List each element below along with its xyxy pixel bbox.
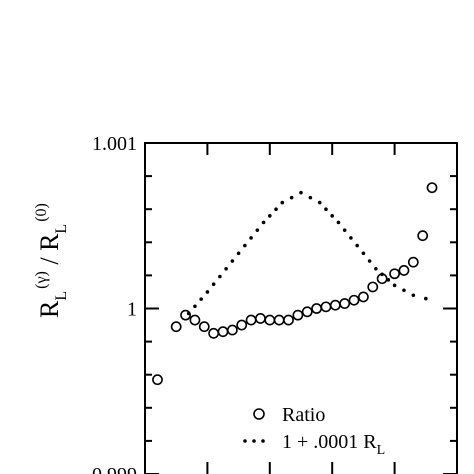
dotted-curve-dot [236, 251, 241, 256]
ratio-point [283, 314, 294, 326]
y-tick-label: 1.001 [92, 133, 137, 155]
y-axis-label-sup1: (γ) [33, 271, 50, 289]
ratio-point [407, 256, 419, 268]
legend-label-dots: 1 + .0001 R [282, 431, 377, 453]
ratio-point [398, 265, 410, 276]
dotted-curve-dot [330, 214, 335, 218]
dotted-curve-dot [392, 283, 397, 288]
dotted-curve-dot [402, 288, 406, 293]
series-layer [152, 182, 438, 386]
dotted-curve-dot [249, 236, 253, 240]
y-axis-label-main2: R [35, 233, 64, 251]
ratio-point [255, 313, 266, 324]
dotted-curve-dot [255, 228, 260, 232]
ratio-point [426, 182, 438, 194]
y-axis-label-main1: R [35, 300, 64, 318]
dotted-curve-dot [230, 259, 235, 263]
ratio-point [329, 299, 341, 311]
dotted-curve-dot [342, 228, 347, 232]
dotted-curve-dot [218, 274, 222, 279]
ratio-point [301, 306, 313, 318]
ratio-point [217, 326, 229, 338]
dotted-curve-dot [336, 220, 341, 225]
ratio-point [389, 268, 400, 280]
ratio-point [292, 309, 304, 321]
dotted-curve-dot [349, 236, 353, 240]
dotted-curve-dot [261, 220, 266, 225]
ratio-point [198, 321, 210, 333]
dotted-curve-dot [280, 200, 285, 205]
y-tick-label: 0.999 [92, 464, 137, 474]
dotted-curve-dot [299, 190, 303, 195]
ratio-point [311, 303, 322, 314]
ratio-point [245, 314, 257, 326]
dotted-curve-dot [380, 272, 384, 277]
y-axis-label: RL(γ) / RL(0) [33, 203, 70, 318]
y-axis-label-sup2: (0) [33, 203, 50, 222]
ratio-point [236, 319, 248, 331]
ratio-point [152, 374, 163, 386]
dotted-curve-dot [361, 251, 366, 256]
ratio-point [348, 294, 360, 306]
dotted-curve-dot [317, 200, 322, 205]
dotted-curve-dot [355, 243, 359, 248]
ratio-point [320, 301, 332, 313]
legend-marker-ratio [253, 408, 265, 420]
dotted-curve-dot [374, 266, 378, 271]
legend-label-dots-sub: L [377, 443, 386, 458]
ratio-point [226, 324, 238, 336]
dotted-curve-dot [193, 304, 197, 309]
y-tick-label: 1 [127, 299, 137, 321]
dotted-curve-dot [324, 207, 328, 211]
legend-label-ratio: Ratio [282, 404, 325, 426]
svg-text:RL(γ) / RL(0): RL(γ) / RL(0) [33, 203, 70, 318]
ratio-point [273, 314, 285, 326]
dotted-curve-dot [224, 266, 228, 271]
dotted-curve-dot [205, 290, 210, 294]
y-axis-label-sub2: L [53, 224, 70, 234]
dotted-curve-dot [268, 214, 272, 218]
dotted-curve-dot [411, 293, 416, 298]
dotted-curve-dot [289, 195, 294, 200]
ratio-point [339, 298, 351, 309]
y-tick-labels: 1.001 1 0.999 [92, 133, 137, 474]
dotted-curve-dot [211, 282, 216, 287]
axis-ticks [145, 142, 457, 474]
ratio-point [367, 281, 379, 293]
ratio-point [357, 291, 369, 303]
y-axis-label-slash: / [35, 251, 64, 271]
dotted-curve-dot [186, 311, 191, 316]
ratio-point [208, 327, 220, 339]
dotted-curve-dot [367, 259, 372, 263]
dotted-curve-dot [386, 278, 391, 282]
dotted-curve-dot [424, 296, 428, 301]
ratio-point [264, 314, 276, 326]
ratio-point [189, 314, 201, 326]
dotted-curve-dot [274, 207, 278, 211]
legend-marker-dots [243, 439, 265, 443]
dotted-curve-dot [308, 195, 313, 200]
svg-text:1 + .0001 RL: 1 + .0001 RL [282, 431, 385, 458]
y-axis-label-sub1: L [53, 291, 70, 301]
plot-frame [144, 142, 458, 474]
ratio-point [170, 321, 182, 333]
dotted-curve-dot [199, 297, 203, 301]
legend: Ratio 1 + .0001 RL [243, 404, 385, 458]
ratio-point [417, 230, 429, 242]
dotted-curve-dot [243, 243, 247, 248]
